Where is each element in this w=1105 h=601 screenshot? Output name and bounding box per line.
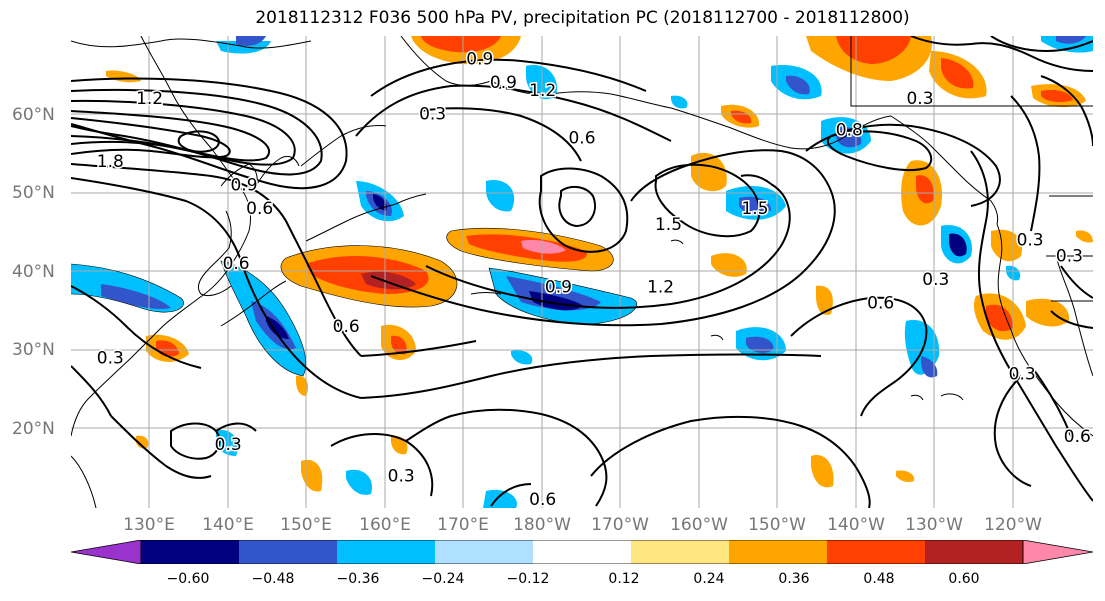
anomaly-outlines (71, 228, 637, 377)
lat-label-60n: 60°N (12, 105, 55, 125)
lon-label-160w: 160°W (670, 515, 728, 535)
colorbar-label: 0.36 (778, 571, 810, 587)
colorbar-segments (71, 540, 1093, 564)
colorbar-segment (729, 540, 828, 564)
colorbar-segment (337, 540, 436, 564)
lat-label-30n: 30°N (12, 340, 55, 360)
contour-label: 0.6 (529, 490, 556, 508)
colorbar-extend-min (71, 540, 142, 564)
contour-label: 0.3 (922, 270, 949, 290)
colorbar-label: 0.60 (948, 571, 980, 587)
lon-label-130w: 130°W (905, 515, 963, 535)
contour-label: 0.9 (490, 73, 517, 93)
contour-label: 0.3 (97, 349, 124, 369)
colorbar-label: −0.36 (336, 571, 380, 587)
lon-label-170w: 170°W (591, 515, 649, 535)
contour-label: 0.3 (419, 105, 446, 125)
colorbar-label: −0.60 (166, 571, 210, 587)
contour-label: 1.2 (647, 278, 674, 298)
negative-anomaly-areas (71, 36, 1093, 508)
colorbar-outline (140, 540, 1024, 564)
colorbar-label: 0.12 (608, 571, 640, 587)
contour-label: 0.3 (1009, 364, 1036, 384)
contour-label: 0.9 (230, 176, 257, 196)
lon-label-150e: 150°E (280, 515, 332, 535)
colorbar-label: −0.48 (251, 571, 295, 587)
lon-label-120w: 120°W (984, 515, 1042, 535)
lon-label-130e: 130°E (123, 515, 175, 535)
lon-label-170e: 170°E (437, 515, 489, 535)
contour-label: 1.5 (655, 215, 682, 235)
contour-label: 1.2 (136, 89, 163, 109)
contour-label: 0.6 (246, 199, 273, 219)
contour-label: 0.3 (1017, 231, 1044, 251)
contour-label: 0.3 (215, 435, 242, 455)
contour-label: 0.6 (867, 294, 894, 314)
colorbar-segment (435, 540, 534, 564)
colorbar-extend-max (1022, 540, 1093, 564)
colorbar-segment (141, 540, 240, 564)
contour-label: 0.3 (906, 89, 933, 109)
lat-label-20n: 20°N (12, 419, 55, 439)
contour-label: 1.5 (741, 199, 768, 219)
graticule (71, 36, 1093, 508)
map-title: 2018112312 F036 500 hPa PV, precipitatio… (255, 8, 910, 28)
coastlines (71, 36, 1093, 508)
contour-label: 1.2 (529, 81, 556, 101)
colorbar-segment (239, 540, 338, 564)
lon-label-140e: 140°E (202, 515, 254, 535)
lat-label-50n: 50°N (12, 183, 55, 203)
contour-label: 0.6 (568, 128, 595, 148)
contour-label: 0.6 (223, 254, 250, 274)
colorbar-segment (631, 540, 730, 564)
contour-label: 0.3 (1056, 246, 1083, 266)
contour-labels: 1.2 1.8 0.9 0.6 0.9 0.9 0.3 1.2 0.6 1.5 1.5 1.2 0.9 0… (95, 48, 1092, 508)
map-canvas: 1.2 1.8 0.9 0.6 0.9 0.9 0.3 1.2 0.6 1.5 1.5 1.2 0.9 0… (71, 36, 1093, 508)
lon-label-150w: 150°W (748, 515, 806, 535)
contour-label: 0.9 (545, 278, 572, 298)
lat-label-40n: 40°N (12, 262, 55, 282)
colorbar (71, 540, 1093, 564)
contour-label: 1.8 (97, 152, 124, 172)
lon-label-140w: 140°W (827, 515, 885, 535)
lon-label-160e: 160°E (359, 515, 411, 535)
colorbar-label: 0.24 (693, 571, 725, 587)
contour-label: 0.8 (836, 120, 863, 140)
lon-label-180w: 180°W (513, 515, 571, 535)
colorbar-label: −0.12 (506, 571, 550, 587)
colorbar-segment (827, 540, 926, 564)
contour-label: 0.3 (388, 467, 415, 487)
colorbar-label: −0.24 (421, 571, 465, 587)
colorbar-segment (925, 540, 1024, 564)
pv-contours (71, 36, 1093, 508)
contour-label: 0.6 (333, 317, 360, 337)
contour-label: 0.9 (466, 50, 493, 70)
colorbar-segment (533, 540, 632, 564)
colorbar-label: 0.48 (863, 571, 895, 587)
contour-label: 0.6 (1064, 427, 1091, 447)
map-panel: 1.2 1.8 0.9 0.6 0.9 0.9 0.3 1.2 0.6 1.5 1.5 1.2 0.9 0… (71, 36, 1093, 508)
